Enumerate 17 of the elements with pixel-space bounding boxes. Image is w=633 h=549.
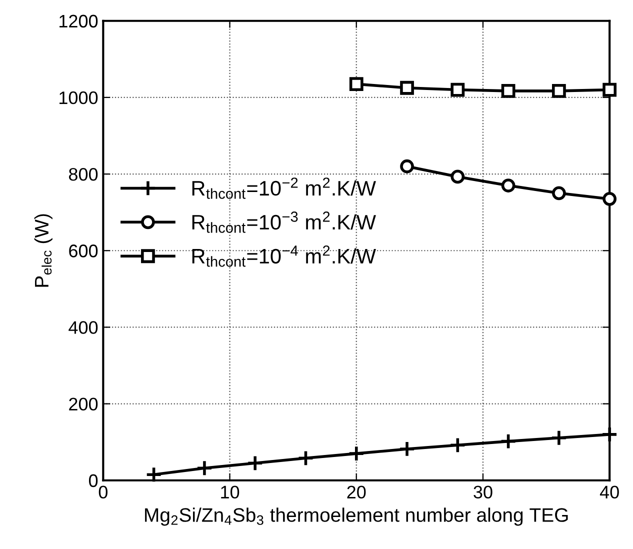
x-tick-label: 20: [347, 486, 366, 498]
legend-label: R$_{thcont}$=10$^{−2}$ m$^{2}$.K/W: [192, 178, 376, 199]
y-tick-label: 200: [69, 398, 98, 411]
y-tick-label: 400: [68, 321, 98, 334]
legend-label: R$_{thcont}$=10$^{−4}$ m$^{2}$.K/W: [192, 245, 376, 267]
x-tick-label: 40: [600, 486, 619, 498]
y-tick-label: 1000: [60, 91, 98, 104]
y-axis-title: P$_{elec}$ (W): [34, 214, 52, 287]
legend-label: R$_{thcont}$=10$^{−3}$ m$^{2}$.K/W: [192, 212, 376, 233]
y-tick-label: 0: [88, 474, 98, 488]
y-tick-label: 600: [69, 244, 98, 258]
x-tick-label: 0: [98, 486, 108, 498]
x-tick-label: 10: [221, 486, 240, 498]
y-tick-label: 1200: [60, 14, 98, 28]
x-axis-title: Mg$_{2}$Si/Zn$_{4}$Sb$_{3}$ thermoelement number along TEG: [145, 508, 568, 526]
y-tick-label: 800: [68, 168, 98, 181]
x-tick-label: 30: [474, 486, 492, 498]
